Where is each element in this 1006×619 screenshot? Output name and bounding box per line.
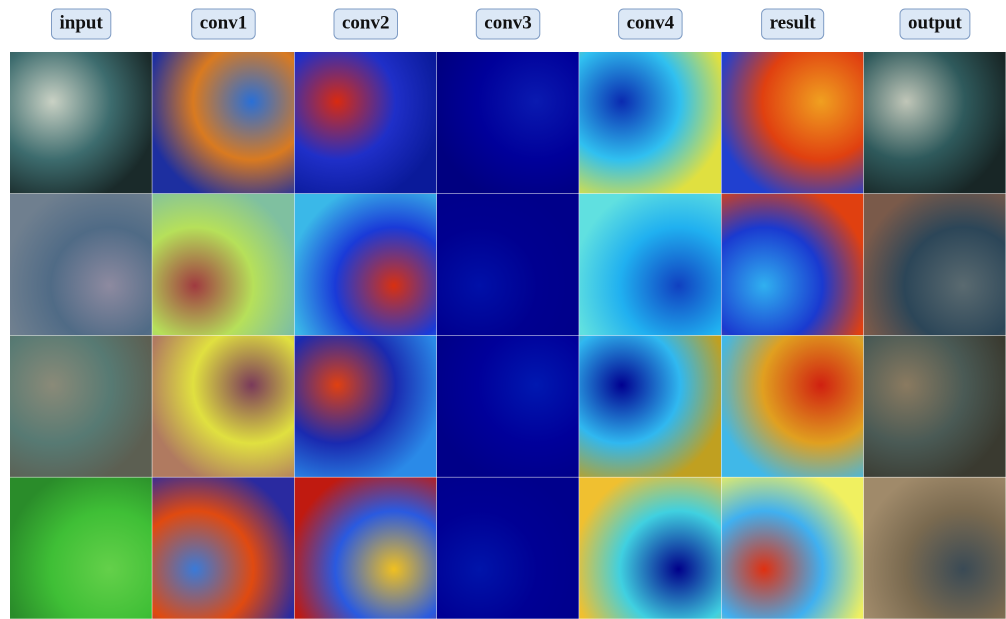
image-tile (295, 336, 437, 477)
image-tile (579, 194, 721, 335)
column-title: output (908, 12, 963, 33)
column-header: conv1 (192, 9, 256, 39)
image-tile (152, 336, 294, 477)
image-tile (864, 336, 1006, 477)
image-tile (722, 52, 864, 193)
image-tile (437, 194, 579, 335)
column-title: conv3 (484, 12, 532, 33)
image-tile (10, 477, 152, 618)
image-tile (579, 52, 721, 193)
image-tile (864, 477, 1006, 618)
column-title: conv1 (200, 12, 248, 33)
image-tile (579, 477, 721, 618)
column-header: conv4 (619, 9, 683, 39)
column-header: output (900, 9, 970, 39)
image-tile (10, 52, 152, 193)
image-tile (437, 336, 579, 477)
image-tile (152, 477, 294, 618)
image-tile (437, 52, 579, 193)
figure: input conv1 conv2 conv3 conv4 result output (0, 0, 1006, 619)
image-tile (722, 336, 864, 477)
column-header: conv2 (334, 9, 398, 39)
image-tile (10, 336, 152, 477)
image-tile (295, 477, 437, 618)
column-title: input (59, 12, 103, 33)
image-tile (864, 194, 1006, 335)
image-tile (864, 52, 1006, 193)
column-title: conv2 (342, 12, 390, 33)
column-header: result (762, 9, 824, 39)
image-tile (722, 194, 864, 335)
image-tile (579, 336, 721, 477)
image-tile (152, 194, 294, 335)
image-tile (722, 477, 864, 618)
image-tile (295, 194, 437, 335)
image-tile (295, 52, 437, 193)
image-tile (152, 52, 294, 193)
column-header: input (51, 9, 110, 39)
image-tile (437, 477, 579, 618)
column-header: conv3 (476, 9, 540, 39)
column-title: conv4 (627, 12, 675, 33)
column-title: result (770, 12, 817, 33)
image-tile (10, 194, 152, 335)
